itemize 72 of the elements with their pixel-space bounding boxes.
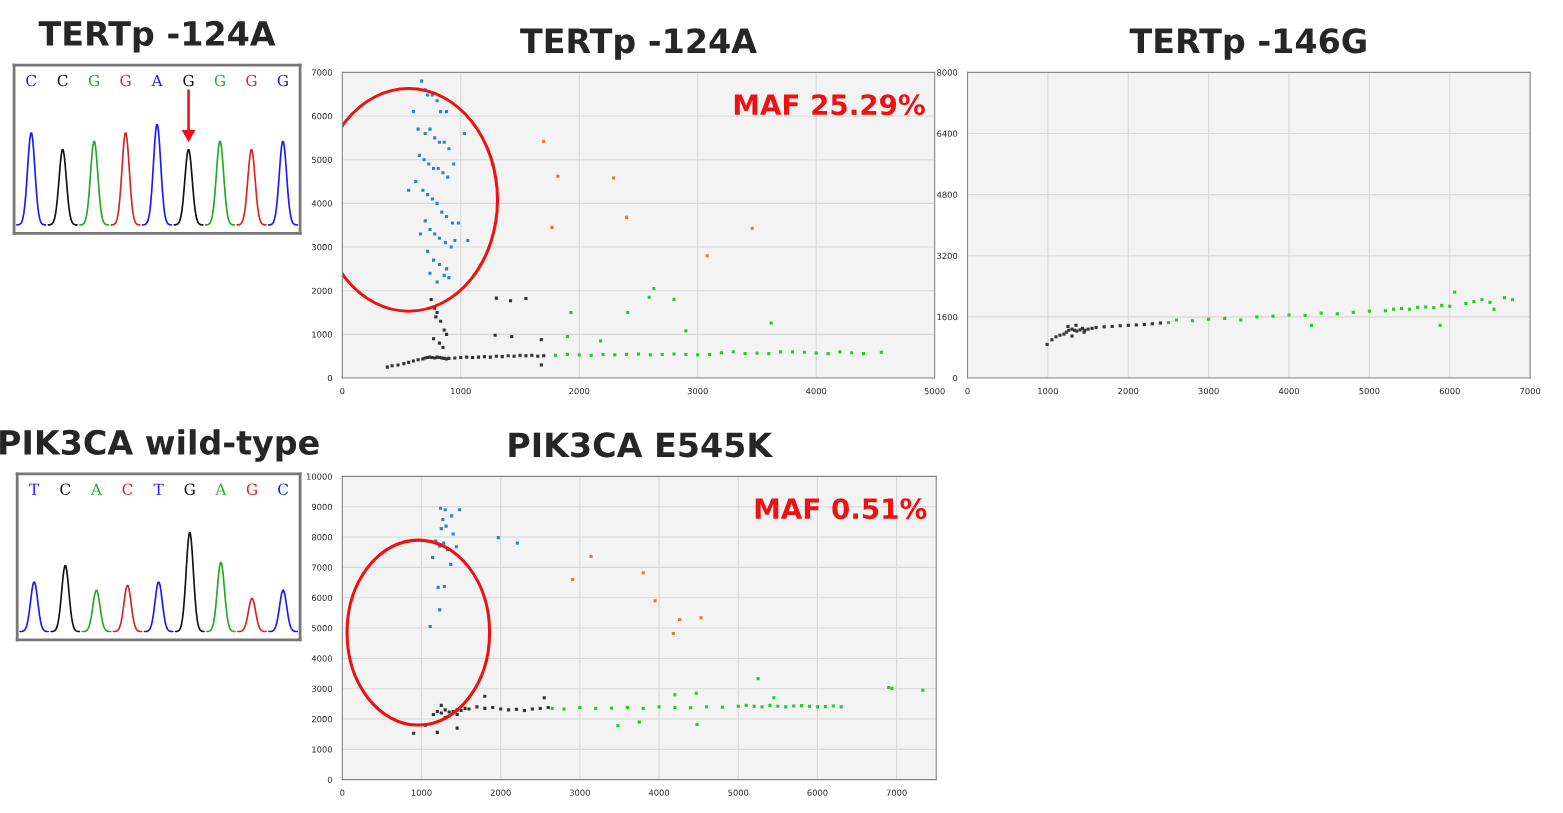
x-tick-label: 0: [340, 387, 345, 395]
text: G: [214, 74, 225, 87]
x-tick-label: 4000: [648, 789, 670, 796]
y-tick-label: 6000: [311, 594, 333, 601]
x-tick-label: 2000: [569, 387, 590, 395]
y-tick-label: 1000: [312, 331, 333, 338]
text: PIK3CA wild-type: [0, 429, 319, 462]
text: TERTp -124A: [38, 20, 276, 53]
y-tick-label: 0: [953, 375, 958, 382]
y-tick-label: 3000: [312, 244, 333, 251]
text: T: [153, 483, 164, 495]
x-tick-label: 1000: [1038, 387, 1058, 395]
text: C: [26, 74, 37, 87]
chart-title: TERTp -146G: [1129, 28, 1366, 60]
text: G: [246, 483, 257, 495]
y-tick-label: 2000: [311, 716, 333, 723]
y-tick-label: 6000: [311, 113, 333, 120]
y-tick-label: 10000: [306, 473, 333, 480]
x-tick-label: 2000: [490, 789, 511, 796]
x-tick-label: 6000: [1439, 387, 1460, 395]
y-tick-label: 0: [327, 375, 333, 382]
x-tick-label: 7000: [1520, 387, 1541, 395]
y-tick-label: 5000: [312, 625, 333, 632]
text: A: [90, 483, 103, 495]
annotation: MAF 25.29%: [734, 94, 925, 116]
text: G: [184, 483, 195, 495]
y-tick-label: 2000: [311, 287, 333, 294]
text: A: [215, 483, 227, 495]
x-tick-label: 1000: [411, 789, 432, 796]
x-tick-label: 0: [340, 789, 345, 796]
text: G: [120, 74, 131, 87]
y-tick-label: 4800: [936, 191, 958, 198]
y-tick-label: 8000: [311, 534, 333, 541]
x-tick-label: 4000: [1278, 387, 1300, 395]
y-tick-label: 7000: [312, 69, 333, 76]
x-tick-label: 6000: [807, 789, 828, 796]
text: G: [88, 74, 100, 87]
chart-title: TERTp -124A: [520, 28, 757, 60]
x-tick-label: 3000: [687, 387, 708, 395]
x-tick-label: 3000: [569, 789, 590, 796]
y-tick-label: 3200: [937, 252, 958, 260]
y-tick-label: 4000: [311, 200, 333, 207]
text: C: [60, 483, 71, 495]
text: G: [246, 74, 257, 87]
text: C: [122, 483, 133, 495]
text: G: [277, 74, 288, 87]
x-tick-label: 3000: [1198, 387, 1219, 395]
text: C: [57, 74, 68, 87]
x-tick-label: 0: [965, 387, 970, 395]
y-tick-label: 5000: [312, 156, 333, 163]
text: A: [151, 74, 163, 87]
annotation: MAF 0.51%: [755, 498, 927, 520]
y-tick-label: 3000: [312, 685, 333, 692]
y-tick-label: 1600: [937, 313, 958, 321]
x-tick-label: 1000: [451, 387, 471, 395]
y-tick-label: 4000: [311, 655, 333, 662]
y-tick-label: 6400: [937, 130, 958, 137]
text: T: [29, 483, 40, 495]
x-tick-label: 5000: [1359, 387, 1380, 395]
text: C: [278, 483, 289, 495]
y-tick-label: 1000: [312, 746, 333, 753]
x-tick-label: 4000: [806, 387, 827, 395]
x-tick-label: 5000: [924, 387, 945, 395]
x-tick-label: 5000: [728, 789, 749, 796]
y-tick-label: 8000: [937, 69, 958, 76]
y-tick-label: 7000: [312, 564, 333, 571]
x-tick-label: 2000: [1118, 387, 1139, 395]
y-tick-label: 9000: [311, 503, 333, 511]
y-tick-label: 0: [327, 776, 333, 783]
chart-title: PIK3CA E545K: [509, 432, 774, 458]
x-tick-label: 7000: [886, 789, 907, 796]
text: G: [183, 74, 194, 87]
